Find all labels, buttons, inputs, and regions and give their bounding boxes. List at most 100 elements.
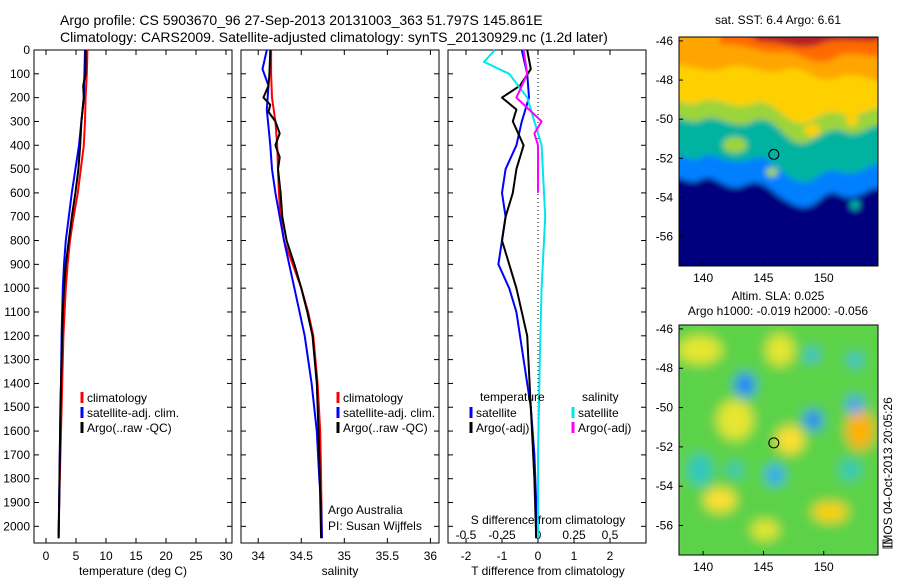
imos-timestamp: IMOS 04-Oct-2013 20:05:26	[881, 397, 895, 548]
t-difference-xlabel: T difference from climatology	[471, 564, 625, 578]
lat-tick-label: -56	[656, 230, 674, 244]
x2-tick-label: -0.5	[456, 528, 477, 542]
argo-location-marker-sla	[768, 437, 780, 449]
annotation-pi: PI: Susan Wijffels	[328, 519, 422, 533]
header-line-2: Climatology: CARS2009. Satellite-adjuste…	[60, 29, 608, 45]
argo-location-marker	[768, 148, 780, 160]
y-tick-label: 0	[23, 43, 30, 57]
x2-tick-label: -0.25	[488, 528, 516, 542]
x2-tick-label: 0.5	[602, 528, 619, 542]
y-tick-label: 1500	[3, 400, 30, 414]
y-tick-label: 700	[10, 210, 30, 224]
sla-field	[679, 325, 878, 555]
x-tick-label: -1	[497, 549, 508, 563]
x-tick-label: 30	[219, 549, 233, 563]
x-tick-label: 34	[252, 549, 266, 563]
difference-depth-ticks	[448, 49, 646, 527]
header-line-1: Argo profile: CS 5903670_96 27-Sep-2013 …	[60, 12, 543, 28]
lon-tick-label: 140	[693, 271, 713, 285]
lon-tick-label: 150	[814, 271, 834, 285]
lat-tick-label: -48	[656, 73, 674, 87]
salinity-profiles	[261, 49, 323, 539]
difference-axes-box	[447, 49, 647, 544]
temperature-x-axis: 0 5 10 15 20 25 30	[43, 50, 233, 563]
legend-title: temperature	[480, 390, 545, 404]
y-tick-label: 200	[10, 91, 30, 105]
difference-legend: temperature salinitysatelliteArgo(-adj)sa…	[469, 390, 631, 435]
y-tick-label: 1900	[3, 496, 30, 510]
sla-map-title: Altim. SLA: 0.025	[732, 289, 825, 303]
difference-profiles	[483, 49, 547, 539]
legend-label: satellite-adj. clim.	[87, 406, 179, 420]
temperature-profiles	[57, 49, 89, 539]
y-tick-label: 600	[10, 186, 30, 200]
lat-tick-label: -48	[656, 361, 674, 375]
y-tick-label: 900	[10, 257, 30, 271]
annotation-argo-australia: Argo Australia	[328, 503, 403, 517]
lat-tick-label: -52	[656, 151, 674, 165]
legend-label: Argo(-adj)	[578, 421, 631, 435]
depth-axis: 0 100 200 300 400 500 600 700 800 900 1000 1100 1200…	[3, 43, 232, 533]
legend-label: Argo(..raw -QC)	[87, 421, 172, 435]
salinity-axes-box	[240, 49, 440, 544]
legend-label: satellite	[578, 406, 619, 420]
y-tick-label: 500	[10, 162, 30, 176]
y-tick-label: 1600	[3, 424, 30, 438]
y-tick-label: 1800	[3, 472, 30, 486]
sla-lat-axis: -46 -48 -50 -52 -54 -56	[656, 322, 683, 533]
y-tick-label: 300	[10, 114, 30, 128]
y-tick-label: 800	[10, 234, 30, 248]
lat-tick-label: -56	[656, 519, 674, 533]
sst-map: sat. SST: 6.4 Argo: 6.61 -46 -48 -50 -52 -54…	[656, 13, 879, 285]
s-difference-xlabel: S difference from climatology	[471, 513, 626, 527]
y-tick-label: 1100	[4, 305, 30, 319]
y-tick-label: 1400	[3, 376, 30, 390]
sst-lat-axis: -46 -48 -50 -52 -54 -56	[656, 34, 683, 244]
sst-map-title: sat. SST: 6.4 Argo: 6.61	[715, 13, 841, 27]
sst-map-frame	[678, 36, 879, 267]
sst-lon-axis: 140 145 150	[693, 262, 834, 285]
lat-tick-label: -50	[656, 401, 674, 415]
x-tick-label: 35	[338, 549, 352, 563]
y-tick-label: 1300	[3, 353, 30, 367]
lat-tick-label: -50	[656, 112, 674, 126]
temperature-panel: 0100200300400500600700800900100011001200…	[3, 43, 233, 578]
legend-label: climatology	[343, 391, 403, 405]
legend-label: climatology	[87, 391, 147, 405]
y-tick-label: 400	[10, 138, 30, 152]
salinity-panel: 34 34.5 35 35.5 36 climatologysatellite-adj.…	[240, 49, 440, 578]
lat-tick-label: -54	[656, 190, 674, 204]
legend-label: satellite	[476, 406, 517, 420]
lon-tick-label: 150	[814, 560, 834, 574]
lon-tick-label: 140	[693, 560, 713, 574]
legend-label: satellite-adj. clim.	[343, 406, 435, 420]
temperature-axes-box	[33, 49, 233, 544]
sla-map-frame	[678, 324, 879, 556]
sla-map-subtitle: Argo h1000: -0.019 h2000: -0.056	[688, 304, 868, 318]
salinity-x-axis: 34 34.5 35 35.5 36	[252, 50, 437, 563]
x-tick-label: 34.5	[290, 549, 314, 563]
series-line-1	[501, 49, 538, 539]
legend-label: Argo(-adj)	[476, 421, 529, 435]
x-tick-label: 20	[159, 549, 173, 563]
sla-map: Altim. SLA: 0.025 Argo h1000: -0.019 h20…	[656, 289, 879, 574]
series-line-1	[261, 49, 323, 539]
series-line-2	[483, 49, 547, 539]
lon-tick-label: 145	[753, 560, 773, 574]
series-line-2	[57, 50, 87, 539]
salinity-depth-ticks	[241, 49, 439, 527]
series-line-2	[262, 49, 323, 539]
lat-tick-label: -46	[656, 34, 674, 48]
salinity-xlabel: salinity	[322, 564, 359, 578]
y-tick-label: 100	[10, 67, 30, 81]
y-tick-label: 1000	[3, 281, 30, 295]
sst-field	[679, 37, 878, 266]
legend-label: Argo(..raw -QC)	[343, 421, 428, 435]
x-tick-label: 0	[43, 549, 50, 563]
x-tick-label: 2	[607, 549, 614, 563]
x-tick-label: 1	[571, 549, 578, 563]
difference-x-axis: -2 -1 0 1 2	[461, 50, 614, 563]
x-tick-label: 15	[129, 549, 143, 563]
